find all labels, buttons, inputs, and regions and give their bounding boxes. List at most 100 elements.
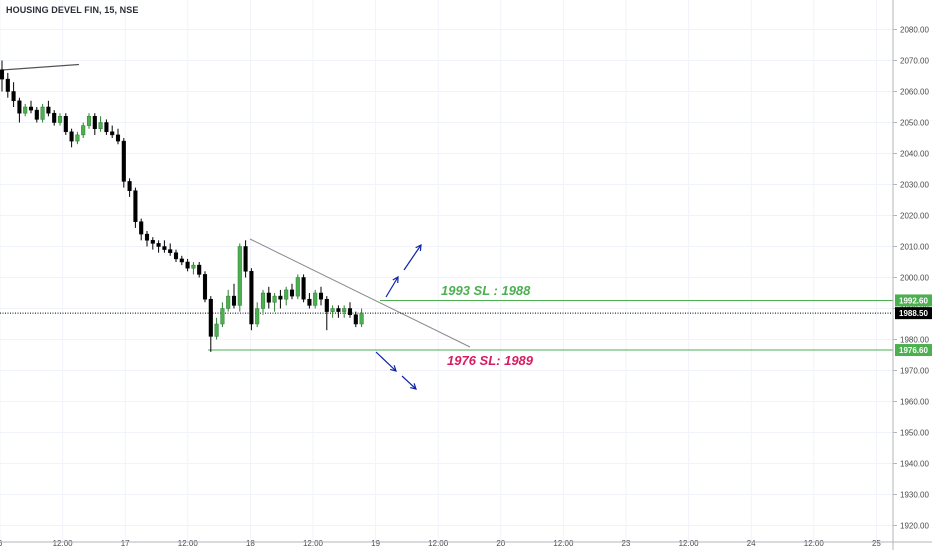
candle [197,262,202,278]
candle [307,293,312,309]
candle [255,302,260,328]
arrow-down-2 [401,375,417,390]
candle [92,113,97,135]
candle-body [46,106,51,114]
x-tick-label: 12:00 [679,539,700,548]
price-tag-label: 1988.50 [899,309,928,318]
x-tick-label: 12:00 [804,539,825,548]
candle [185,258,190,272]
candle-body [34,109,39,120]
arrow-head [415,243,422,252]
y-tick-label: 1980.00 [900,336,929,345]
x-tick-label: 12:00 [178,539,199,548]
candle [202,271,208,303]
candle-body [278,295,283,300]
candle-body [266,292,271,303]
x-tick-label: 12:00 [53,539,74,548]
candle-body [98,122,103,129]
candle [46,100,51,117]
candle [168,243,173,256]
candle [226,289,231,312]
candle-body [156,243,161,247]
candle [63,113,68,135]
candle-body [295,277,300,297]
candle-body [289,289,295,297]
x-tick-label: 17 [121,539,130,548]
y-tick-label: 2020.00 [900,212,929,221]
y-tick-label: 1940.00 [900,460,929,469]
candle [40,103,45,123]
candle [0,60,5,92]
candle [23,103,28,117]
arrow-head [410,383,417,390]
candle-body [301,277,306,300]
x-tick-label: 18 [246,539,255,548]
upper-annotation: 1993 SL : 1988 [441,283,531,298]
candle-body [127,181,132,191]
candle-body [17,100,22,114]
y-tick-label: 2000.00 [900,274,929,283]
candle-body [272,295,277,303]
candle [359,308,364,328]
candle [243,240,248,278]
x-tick-label: 23 [622,539,631,548]
candle-body [179,258,184,263]
candle [220,302,225,328]
candle-body [23,106,28,114]
candle [144,231,150,247]
candle [57,113,63,126]
candle-body [330,308,335,312]
candle-body [104,122,109,133]
candle [127,178,132,197]
arrow-up-1 [385,275,399,298]
candle-body [191,264,196,269]
candle-body [0,69,5,80]
arrow-shaft [401,375,417,390]
candle-body [243,246,248,272]
candle-body [92,116,97,129]
price-axis: 1920.00 1930.00 1940.00 1950.00 1960.00 1970.… [892,0,929,550]
candle-body [255,308,260,325]
candle [231,283,237,309]
y-tick-label: 1930.00 [900,491,929,500]
candle-body [231,295,237,306]
candle-body [202,274,208,300]
candle-body [324,298,329,312]
candle [353,311,358,328]
candle-body [63,116,68,133]
candle [34,107,39,123]
candle [115,128,121,145]
candle [301,274,306,303]
x-tick-label: 12:00 [303,539,324,548]
candle [191,262,196,275]
y-tick-label: 2080.00 [900,26,929,35]
candle-body [336,308,341,312]
candle-body [139,221,144,235]
candle [81,122,86,138]
direction-arrows [375,243,422,390]
candle [272,293,277,312]
candle-body [347,308,353,315]
y-tick-label: 2050.00 [900,119,929,128]
candle [336,305,341,318]
y-tick-label: 1920.00 [900,522,929,531]
price-tag-bg [895,344,932,357]
candle-body [249,271,254,325]
arrow-head [390,365,397,372]
candle-body [5,78,10,92]
candle [17,97,22,123]
candle-body [237,246,242,306]
candle [179,255,184,266]
candle [289,283,295,300]
candle-body [40,106,45,120]
candle [324,296,329,331]
candle [69,128,74,148]
candle-body [144,233,150,241]
y-tick-label: 2060.00 [900,88,929,97]
candle-body [81,125,86,136]
price-tag-bg [895,307,932,320]
x-tick-label: 12:00 [553,539,574,548]
candle [284,286,289,306]
price-tag-bg [895,294,932,307]
